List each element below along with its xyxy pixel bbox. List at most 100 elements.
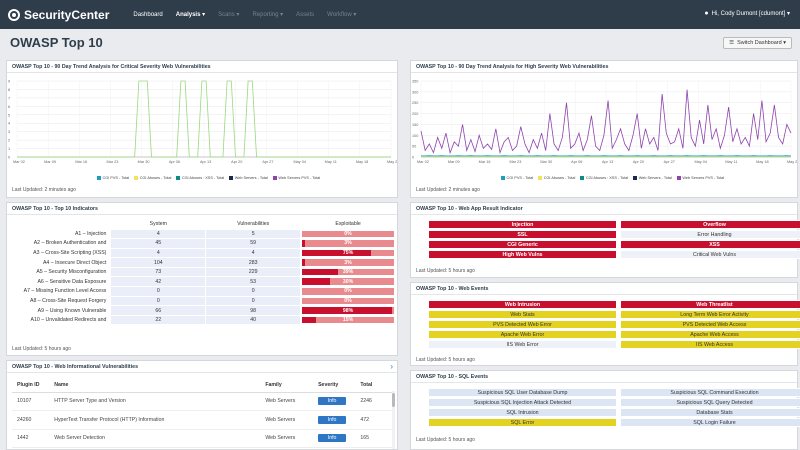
matrix-cell[interactable]: Overflow — [620, 220, 800, 229]
series-line — [420, 89, 792, 155]
indicator-row[interactable]: A7 – Missing Function Level Access 0 0 0% — [12, 286, 396, 297]
matrix-cell[interactable]: Suspicious SQL Injection Attack Detected — [428, 398, 617, 407]
matrix-cell[interactable]: XSS — [620, 240, 800, 249]
nav-assets[interactable]: Assets — [296, 11, 315, 18]
matrix-cell[interactable]: Web Stats — [428, 310, 617, 319]
plugin-name: HTTP Server Type and Version — [54, 392, 266, 411]
matrix-cell[interactable]: Critical Web Vulns — [620, 250, 800, 259]
matrix-cell[interactable]: Database Stats — [620, 408, 800, 417]
table-row[interactable]: 10386Web Server No 404 Error Code CheckW… — [12, 447, 392, 449]
legend-item[interactable]: CGI Abuses - Total — [134, 176, 171, 180]
bar-track — [302, 288, 394, 295]
legend-swatch — [272, 176, 277, 180]
legend-item[interactable]: Web Servers - Total — [229, 176, 268, 180]
severity-badge[interactable]: Info — [318, 434, 347, 443]
col-total[interactable]: Total — [360, 378, 392, 393]
legend-item[interactable]: CGI Abuses : XSS - Total — [176, 176, 224, 180]
indicator-row[interactable]: A10 – Unvalidated Redirects and 22 40 15% — [12, 314, 396, 326]
high-trend-chart: 0 50 100 150 200 250 300 350 Mar 02 Mar 09 Mar 16 M… — [412, 80, 797, 165]
legend-item[interactable]: CGI PVS - Total — [501, 176, 533, 180]
matrix-cell[interactable]: PVS Detected Web Error — [428, 320, 617, 329]
severity-badge[interactable]: Info — [318, 397, 347, 406]
indicator-row[interactable]: A9 – Using Known Vulnerable 66 98 98% — [12, 305, 396, 316]
legend-label: CGI Abuses : XSS - Total — [181, 176, 225, 180]
matrix-cell[interactable]: IIS Web Access — [620, 340, 800, 349]
col-plugin-id[interactable]: Plugin ID — [12, 378, 55, 393]
x-tick-label: May 25 — [387, 160, 397, 164]
matrix-cell[interactable]: PVS Detected Web Access — [620, 320, 800, 329]
x-tick-label: Mar 23 — [107, 160, 119, 164]
legend-item[interactable]: Web Servers PVS - Total — [272, 176, 320, 180]
col-system: System — [149, 221, 167, 228]
col-name[interactable]: Name — [54, 378, 266, 393]
y-tick-label: 2 — [8, 139, 10, 143]
col-severity[interactable]: Severity — [318, 378, 361, 393]
matrix-cell[interactable]: SQL Login Failure — [620, 418, 800, 427]
severity-badge[interactable]: Info — [318, 415, 347, 424]
matrix-cell[interactable]: High Web Vulns — [428, 250, 617, 259]
matrix-cell[interactable]: Web Intrusion — [428, 300, 617, 309]
indicator-row[interactable]: A6 – Sensitive Data Exposure 42 53 30% — [12, 276, 396, 288]
nav-workflow[interactable]: Workflow ▾ — [327, 12, 357, 18]
legend-item[interactable]: Web Servers PVS - Total — [676, 176, 724, 180]
vulnerability-count: 53 — [205, 276, 302, 288]
exploitable-bar: 39% — [300, 266, 396, 278]
y-tick-label: 4 — [8, 122, 10, 126]
matrix-cell[interactable]: Apache Web Error — [428, 330, 617, 339]
indicator-row[interactable]: A5 – Security Misconfiguration 73 229 39% — [12, 266, 396, 278]
matrix-cell[interactable]: SQL Intrusion — [428, 408, 617, 417]
vulnerability-count: 98 — [205, 305, 302, 316]
legend-item[interactable]: CGI Abuses - Total — [538, 176, 575, 180]
legend-item[interactable]: Web Servers - Total — [633, 176, 672, 180]
logo[interactable]: SecurityCenter — [8, 8, 109, 22]
panel-title: OWASP Top 10 - SQL Events — [411, 371, 797, 383]
table-row[interactable]: 1442 Web Server Detection Web Servers Info 1… — [12, 429, 392, 448]
matrix-cell[interactable]: Long Term Web Error Activity — [620, 310, 800, 319]
nav-reporting[interactable]: Reporting ▾ — [252, 12, 284, 18]
matrix-cell[interactable]: Suspicious SQL Command Execution — [620, 388, 800, 397]
indicator-row[interactable]: A1 – Injection 4 5 0% — [12, 228, 396, 240]
col-family[interactable]: Family — [265, 378, 319, 393]
matrix-cell[interactable]: Error Handling — [620, 230, 800, 239]
matrix-cell[interactable]: Web Threatlist — [620, 300, 800, 309]
expand-arrow-icon[interactable]: › — [390, 362, 393, 371]
plugin-name: Web Server Detection — [54, 429, 266, 448]
user-menu[interactable]: ● Hi, Cody Dumont [cdumont] ▾ — [704, 10, 790, 17]
matrix-cell[interactable]: SSL — [428, 230, 617, 239]
scrollbar[interactable] — [392, 391, 395, 449]
menu-icon: ☰ — [729, 40, 735, 46]
indicator-row[interactable]: A2 – Broken Authentication and 45 59 3% — [12, 238, 396, 249]
nav-analysis[interactable]: Analysis ▾ — [175, 12, 206, 18]
matrix-cell[interactable]: Suspicious SQL Query Detected — [620, 398, 800, 407]
matrix-cell[interactable]: SQL Error — [428, 418, 617, 427]
nav-dashboard[interactable]: Dashboard — [133, 11, 163, 18]
x-tick-label: Mar 02 — [417, 160, 429, 164]
switch-dashboard-button[interactable]: ☰ Switch Dashboard ▾ — [723, 37, 792, 49]
panel-title: OWASP Top 10 - Web App Result Indicator — [411, 203, 797, 215]
matrix-cell[interactable]: Apache Web Access — [620, 330, 800, 339]
exploitable-percent: 75% — [342, 249, 354, 256]
indicator-label: A3 – Cross-Site Scripting (XSS) — [33, 249, 107, 256]
indicator-label: A5 – Security Misconfiguration — [36, 269, 107, 276]
legend-item[interactable]: CGI Abuses : XSS - Total — [580, 176, 628, 180]
table-row[interactable]: 24260 HyperText Transfer Protocol (HTTP) … — [12, 410, 392, 430]
matrix-cell[interactable]: Suspicious SQL User Database Dump — [428, 388, 617, 397]
matrix-cell[interactable]: CGI Generic — [428, 240, 617, 249]
legend-swatch — [538, 176, 543, 180]
last-updated: Last Updated: 2 minutes ago — [416, 187, 480, 193]
system-count: 45 — [110, 238, 207, 249]
scrollbar-thumb[interactable] — [392, 393, 395, 407]
legend-item[interactable]: CGI PVS - Total — [97, 176, 129, 180]
nav-scans[interactable]: Scans ▾ — [218, 12, 240, 18]
matrix-cell[interactable]: Injection — [428, 220, 617, 229]
bar-track — [302, 297, 394, 305]
bar-track — [302, 316, 394, 324]
informational-panel: OWASP Top 10 - Web Informational Vulnera… — [6, 360, 398, 450]
switch-dashboard-label: Switch Dashboard ▾ — [737, 40, 786, 46]
indicator-row[interactable]: A8 – Cross-Site Request Forgery 0 0 0% — [12, 295, 396, 307]
indicator-row[interactable]: A4 – Insecure Direct Object 104 283 3% — [12, 257, 396, 268]
bar-track — [302, 278, 394, 286]
indicator-row[interactable]: A3 – Cross-Site Scripting (XSS) 4 4 75% — [12, 247, 396, 259]
matrix-cell[interactable]: IIS Web Error — [428, 340, 617, 349]
table-row[interactable]: 10107 HTTP Server Type and Version Web Ser… — [12, 392, 392, 411]
